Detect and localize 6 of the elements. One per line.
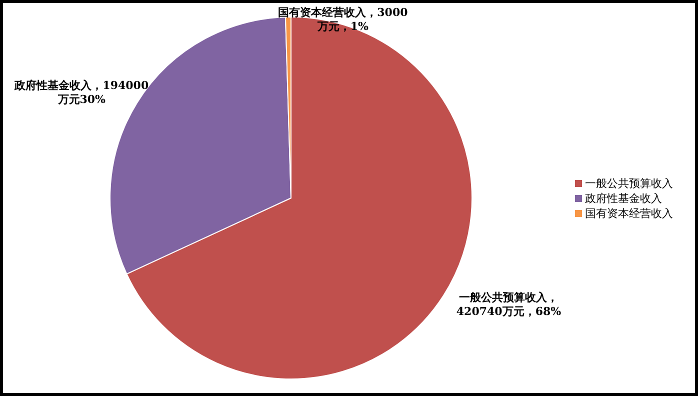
legend-label: 一般公共预算收入 — [585, 177, 673, 190]
legend-label: 国有资本经营收入 — [585, 207, 673, 220]
data-label: 政府性基金收入，194000万元30% — [13, 79, 150, 108]
legend-label: 政府性基金收入 — [585, 192, 662, 205]
data-label: 一般公共预算收入，420740万元，68% — [455, 291, 562, 320]
data-label: 国有资本经营收入，3000万元，1% — [277, 6, 409, 34]
